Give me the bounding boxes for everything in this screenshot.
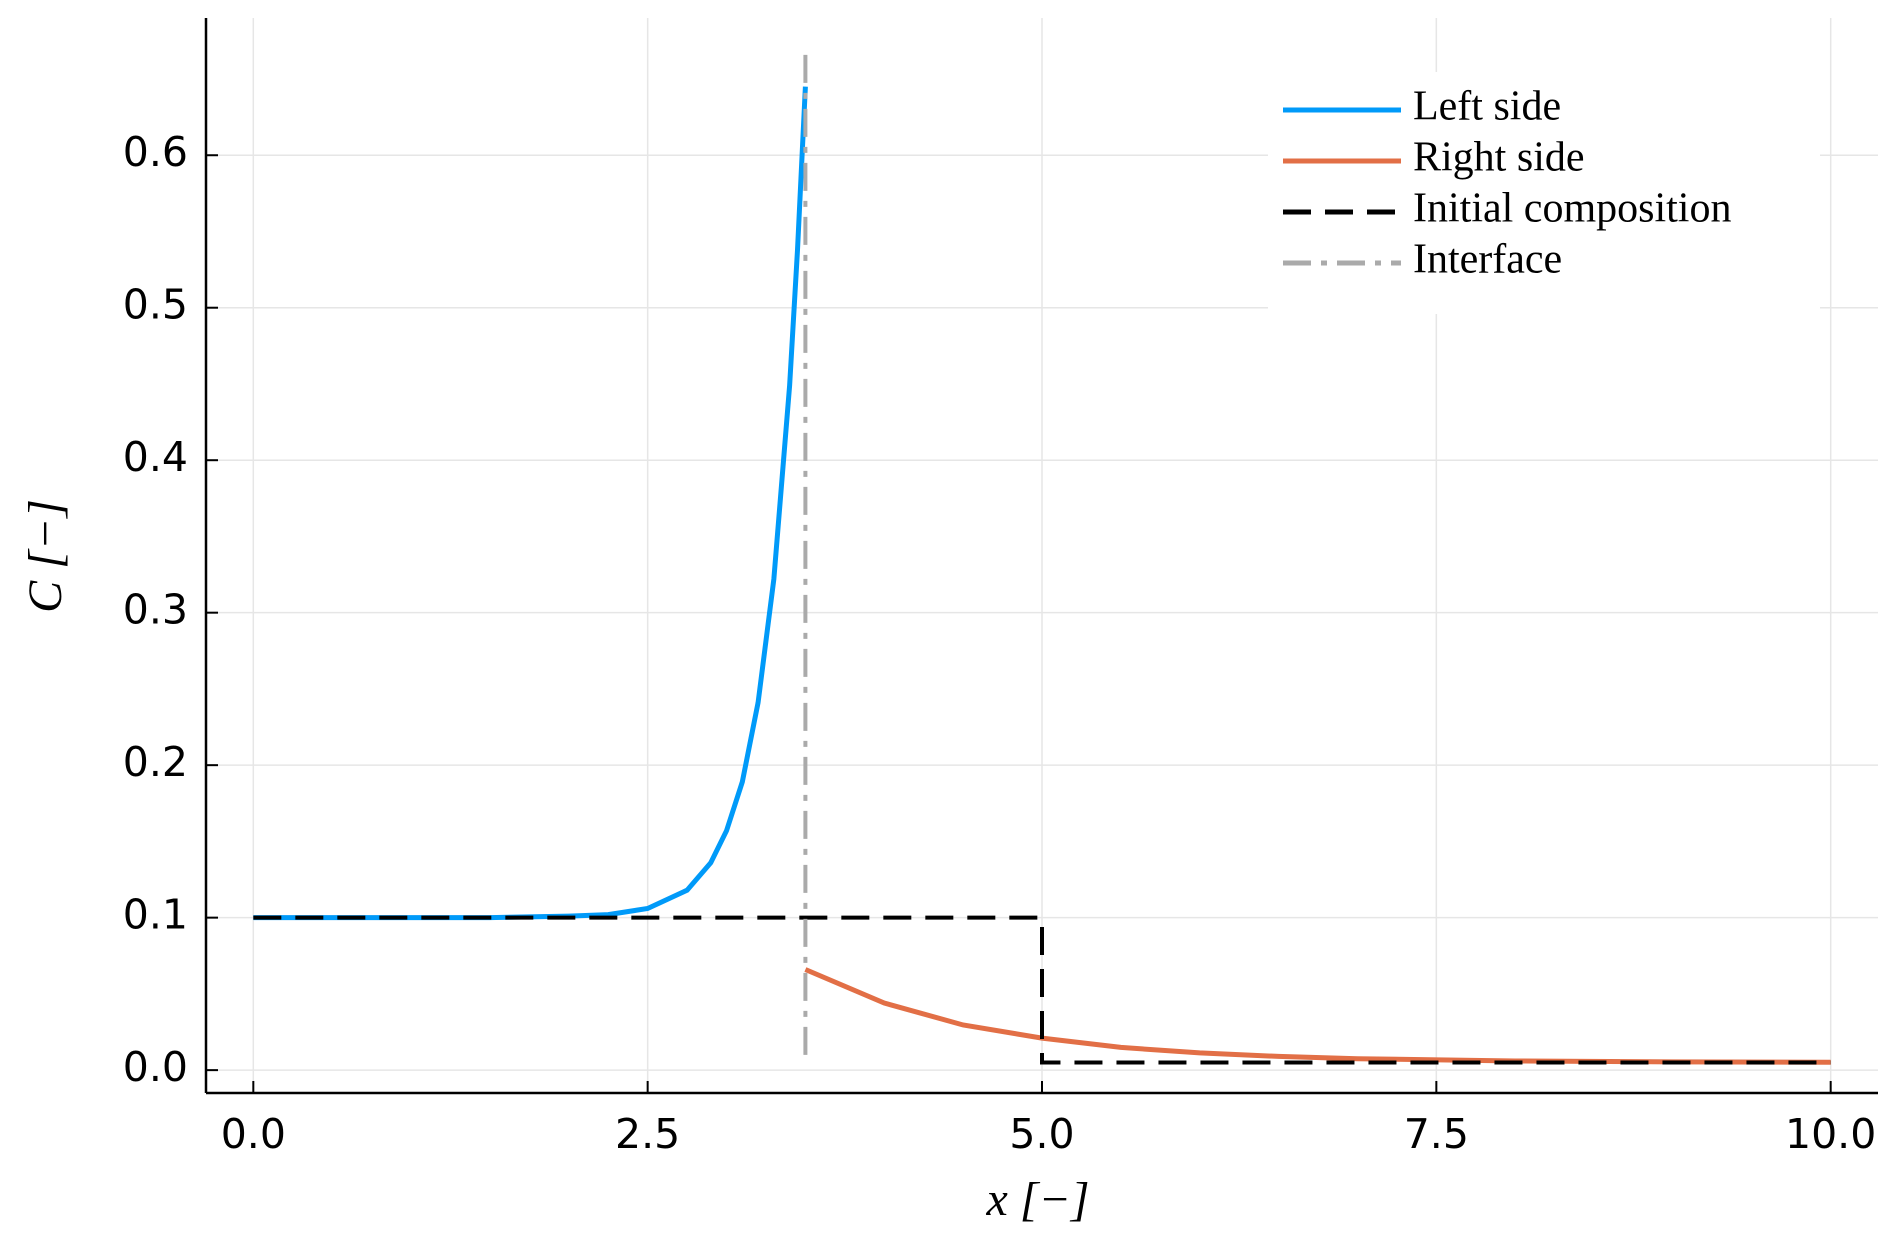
x-tick-label: 10.0 [1785,1110,1876,1158]
x-tick-label: 5.0 [1009,1110,1074,1158]
y-tick-label: 0.3 [123,586,188,634]
y-tick-label: 0.1 [123,891,188,939]
y-tick-label: 0.2 [123,738,188,786]
y-axis-label: C [−] [19,499,72,613]
series-line [804,967,1831,1065]
legend-label: Left side [1413,84,1561,130]
x-tick-label: 7.5 [1404,1110,1469,1158]
y-tick-label: 0.0 [123,1043,188,1091]
series-line [253,915,1831,1065]
y-tick-label: 0.6 [123,128,188,176]
y-tick-label: 0.4 [123,433,188,481]
y-tick-label: 0.5 [123,281,188,329]
legend-label: Interface [1413,237,1562,283]
x-axis-label: x [−] [985,1173,1089,1226]
legend-label: Right side [1413,135,1585,181]
x-tick-label: 0.0 [221,1110,286,1158]
legend-label: Initial composition [1413,186,1731,232]
x-tick-label: 2.5 [615,1110,680,1158]
series-line [253,86,808,921]
